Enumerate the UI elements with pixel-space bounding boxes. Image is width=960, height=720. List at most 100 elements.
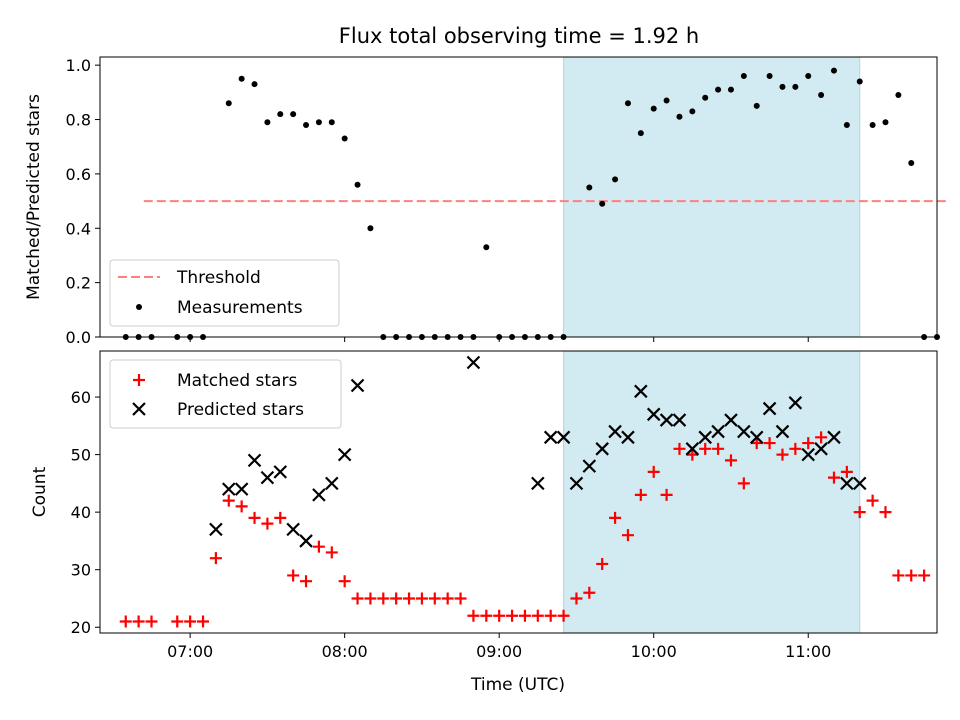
predicted-star-point	[312, 488, 326, 502]
predicted-star-point	[569, 476, 584, 491]
matched-star-point	[390, 592, 403, 605]
predicted-star-point	[466, 355, 481, 370]
top-axes-frame	[99, 56, 938, 338]
matched-star-point	[724, 454, 737, 467]
matched-star-point	[737, 477, 750, 490]
matched-star-point	[506, 609, 519, 622]
top-legend-box	[109, 259, 340, 327]
matched-star-point	[609, 511, 622, 524]
predicted-star-point	[209, 522, 223, 537]
predicted-star-point	[801, 447, 816, 462]
measurement-point	[843, 121, 850, 128]
legend-threshold-label: Threshold	[176, 268, 261, 288]
predicted-star-point	[350, 378, 365, 393]
legend-predicted-swatch	[132, 402, 146, 416]
measurement-point	[315, 119, 322, 126]
predicted-star-point	[286, 522, 300, 537]
bottom-x-tick-label: 08:00	[322, 642, 368, 661]
matched-star-point	[415, 592, 428, 605]
measurement-point	[702, 94, 709, 101]
top-y-tick-label: 0.8	[66, 111, 91, 130]
predicted-star-point	[711, 424, 725, 439]
legend-predicted-label: Predicted stars	[177, 400, 304, 420]
matched-star-point	[274, 511, 287, 524]
bottom-y-axis-label: Count	[30, 466, 50, 517]
matched-star-point	[325, 546, 338, 559]
matched-star-point	[480, 609, 493, 622]
matched-star-point	[300, 575, 313, 588]
bottom-panel: 20 30 40 50 60 07:00 08:00 09:00 10:00 11:00 Match…	[71, 350, 938, 661]
predicted-star-point	[556, 430, 571, 445]
matched-star-point	[145, 615, 158, 628]
predicted-star-point	[273, 465, 288, 479]
matched-star-point	[596, 557, 609, 570]
bottom-x-tick-label: 10:00	[631, 642, 677, 661]
matched-star-point	[634, 488, 647, 501]
measurement-point	[238, 75, 245, 82]
top-y-tick-label: 0.4	[66, 219, 91, 238]
predicted-star-point	[659, 413, 674, 427]
predicted-star-point	[582, 459, 597, 473]
measurement-point	[779, 83, 786, 90]
bottom-legend: Matched stars Predicted stars	[109, 359, 342, 429]
predicted-star-point	[827, 430, 841, 445]
top-panel: 0.0 0.2 0.4 0.6 0.8 1.0 Threshold Measurements	[66, 56, 950, 347]
predicted-star-point	[852, 476, 867, 491]
matched-star-point	[789, 442, 802, 455]
bottom-x-tick-label: 09:00	[476, 642, 522, 661]
chart-title: Flux total observing time = 1.92 h	[339, 24, 699, 48]
measurement-point	[856, 78, 863, 85]
matched-star-point	[673, 442, 686, 455]
matched-star-point	[879, 506, 892, 519]
x-axis-label: Time (UTC)	[470, 675, 565, 695]
predicted-star-point	[814, 442, 828, 456]
top-legend: Threshold Measurements	[109, 259, 340, 327]
matched-star-point	[892, 569, 905, 582]
measurement-point	[599, 200, 606, 207]
measurement-point	[612, 176, 619, 183]
bottom-highlight-span	[563, 351, 860, 633]
matched-star-point	[377, 592, 390, 605]
measurement-point	[277, 111, 284, 118]
measurement-point	[882, 119, 889, 126]
predicted-star-point	[531, 476, 545, 491]
predicted-star-point	[634, 384, 648, 399]
top-y-axis-label: Matched/Predicted stars	[24, 94, 44, 300]
matched-star-point	[248, 511, 261, 524]
matched-star-point	[454, 592, 467, 605]
matched-star-point	[570, 592, 583, 605]
matched-star-point	[531, 609, 544, 622]
matched-star-point	[261, 517, 274, 530]
matched-star-point	[712, 442, 725, 455]
bottom-y-tick-label: 40	[71, 503, 91, 522]
measurement-point	[290, 111, 297, 118]
matched-star-point	[660, 488, 673, 501]
measurement-point	[483, 244, 490, 251]
top-y-tick-label: 0.6	[66, 165, 91, 184]
matched-star-point	[583, 586, 596, 599]
top-y-tick-label: 0.0	[66, 328, 91, 347]
matched-star-point	[119, 615, 132, 628]
measurement-point	[818, 92, 825, 99]
matched-star-point	[364, 592, 377, 605]
predicted-star-point	[234, 482, 249, 496]
predicted-star-point	[672, 413, 687, 427]
top-y-tick-label: 0.2	[66, 274, 91, 293]
predicted-star-point	[325, 476, 339, 491]
predicted-star-point	[247, 453, 262, 468]
predicted-star-point	[337, 447, 352, 462]
measurement-point	[650, 105, 657, 112]
measurement-point	[264, 119, 271, 126]
predicted-star-point	[621, 430, 635, 445]
matched-star-point	[918, 569, 931, 582]
predicted-star-point	[608, 424, 622, 439]
measurement-point	[676, 113, 683, 120]
predicted-star-point	[775, 424, 790, 439]
measurement-point	[225, 100, 232, 107]
predicted-star-point	[840, 476, 854, 491]
bottom-y-tick-label: 50	[71, 446, 91, 465]
matched-star-point	[467, 609, 480, 622]
matched-star-point	[518, 609, 531, 622]
measurement-point	[766, 73, 773, 80]
